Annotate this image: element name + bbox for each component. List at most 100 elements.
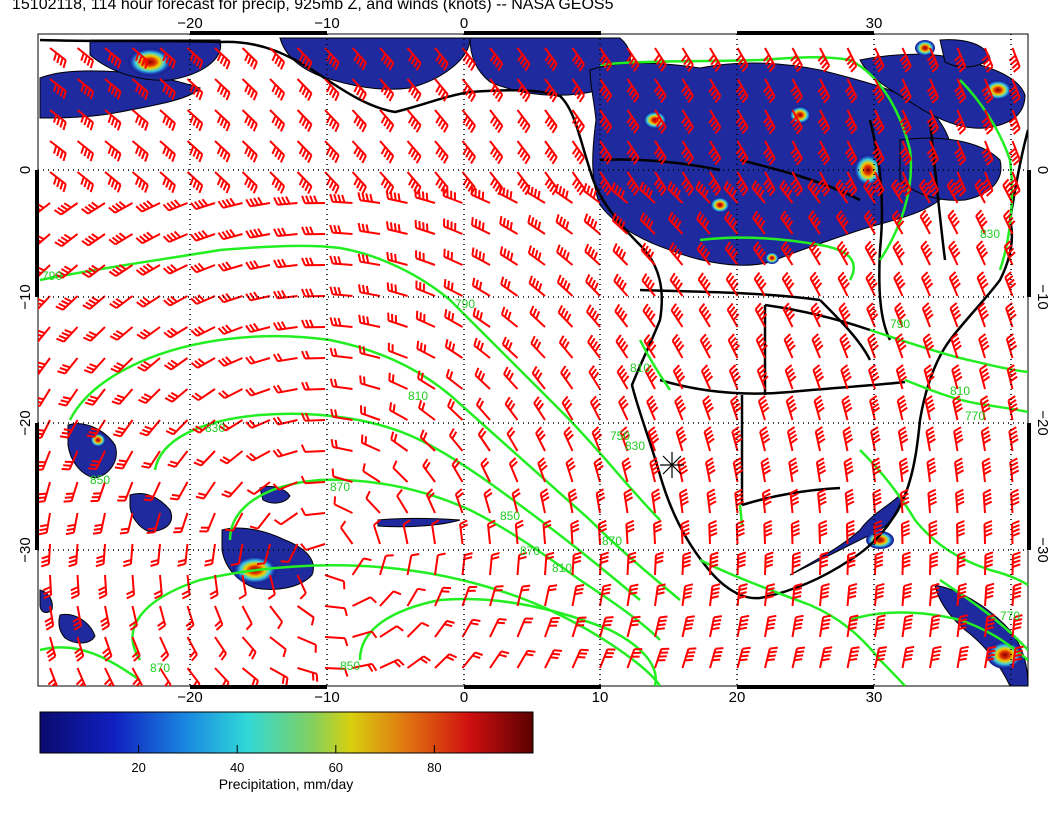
wind-barb-flag [389,402,393,411]
wind-barb-flag [549,584,558,588]
wind-barb-flag [680,468,689,476]
wind-barb-flag [1004,182,1012,190]
wind-barb-flag [628,551,637,556]
wind-barb-flag [821,123,829,131]
wind-barb-flag [904,189,912,197]
wind-barb-flag [871,375,880,383]
wind-barb-flag [256,562,265,566]
wind-barb-flag [478,251,482,260]
wind-barb-staff [324,636,346,640]
wind-barb-flag [168,684,172,686]
wind-barb-flag [821,626,830,631]
wind-barb-flag [585,273,591,283]
wind-barb-flag [157,620,165,627]
wind-barb-flag [819,120,827,128]
wind-barb-flag [1011,62,1019,70]
wind-barb-flag [987,614,996,619]
wind-barb-flag [822,654,831,658]
wind-barb-flag [593,402,601,410]
wind-barb-flag [681,116,688,124]
wind-barb-flag [112,332,121,339]
wind-barb-flag [62,396,72,400]
wind-barb-flag [733,375,741,383]
wind-barb-flag [898,282,906,290]
wind-barb-flag [533,188,538,197]
wind-barb-flag [301,350,306,359]
wind-barb-flag [869,395,878,402]
wind-barb-flag [848,657,858,662]
wind-barb-flag [444,338,449,348]
wind-barb-flag [217,200,224,209]
wind-barb-flag [957,555,966,560]
wind-barb-flag [710,88,717,97]
wind-barb-flag [61,299,70,306]
wind-barb-flag [737,150,745,159]
wind-barb-flag [685,154,692,162]
wind-barb-flag [298,146,305,155]
wind-barb-flag [903,657,913,662]
contour-label: 870 [520,544,540,558]
wind-barb-flag [402,519,411,526]
wind-barb-flag [1008,282,1017,290]
wind-barb-flag [565,457,574,464]
wind-barb-flag [116,184,122,193]
wind-barb-flag [978,216,986,224]
wind-barb-flag [792,119,799,128]
wind-barb-flag [63,428,72,432]
wind-barb-flag [301,180,307,189]
wind-barb-flag [981,371,990,379]
wind-barb-flag [309,226,314,235]
wind-barb-flag [603,91,610,100]
wind-barb-flag [126,590,135,596]
wind-barb-flag [82,336,92,342]
wind-barb-flag [143,328,151,335]
wind-barb-flag [951,305,959,313]
wind-barb-flag [544,53,551,62]
wind-barb-flag [1015,645,1024,650]
wind-barb-flag [712,123,719,131]
wind-barb-flag [531,277,537,287]
wind-barb-flag [245,623,253,631]
wind-barb-flag [982,461,991,467]
wind-barb-flag [931,657,940,662]
wind-barb-flag [167,463,176,468]
wind-barb-flag [383,56,389,65]
wind-barb-flag [435,53,441,62]
wind-barb-flag [281,196,287,205]
wind-barb-flag [38,400,42,404]
wind-barb-flag [587,246,593,255]
wind-barb-flag [982,151,991,159]
wind-barb-flag [822,614,832,619]
wind-barb-flag [133,654,141,662]
wind-barb-flag [393,192,397,201]
wind-barb-flag [877,650,887,654]
wind-barb-flag [632,615,641,619]
wind-barb-flag [499,246,504,255]
wind-barb-flag [576,584,585,588]
wind-barb-flag [144,425,153,431]
wind-barb-flag [279,185,286,194]
wind-barb-flag [844,147,852,155]
wind-barb-flag [147,527,156,531]
wind-barb-flag [301,149,307,158]
wind-barb-flag [871,402,880,410]
wind-barb-flag [1009,403,1018,410]
wind-barb-flag [762,178,770,186]
wind-barb-flag [361,223,366,232]
wind-barb-flag [958,96,966,104]
contour-label: 750 [610,429,630,443]
wind-barb-flag [820,555,829,560]
wind-barb-flag [836,210,843,218]
wind-barb-flag [87,235,96,242]
wind-barb-flag [279,123,286,132]
wind-barb-flag [544,115,551,124]
wind-barb-flag [271,84,277,93]
wind-barb-flag [670,183,676,193]
wind-barb-flag [163,680,170,686]
wind-barb-flag [590,368,598,377]
wind-barb-flag [222,120,228,129]
wind-barb-flag [793,626,802,631]
wind-barb-flag [358,59,365,68]
wind-barb-flag [577,656,586,659]
wind-barb-flag [575,587,584,592]
